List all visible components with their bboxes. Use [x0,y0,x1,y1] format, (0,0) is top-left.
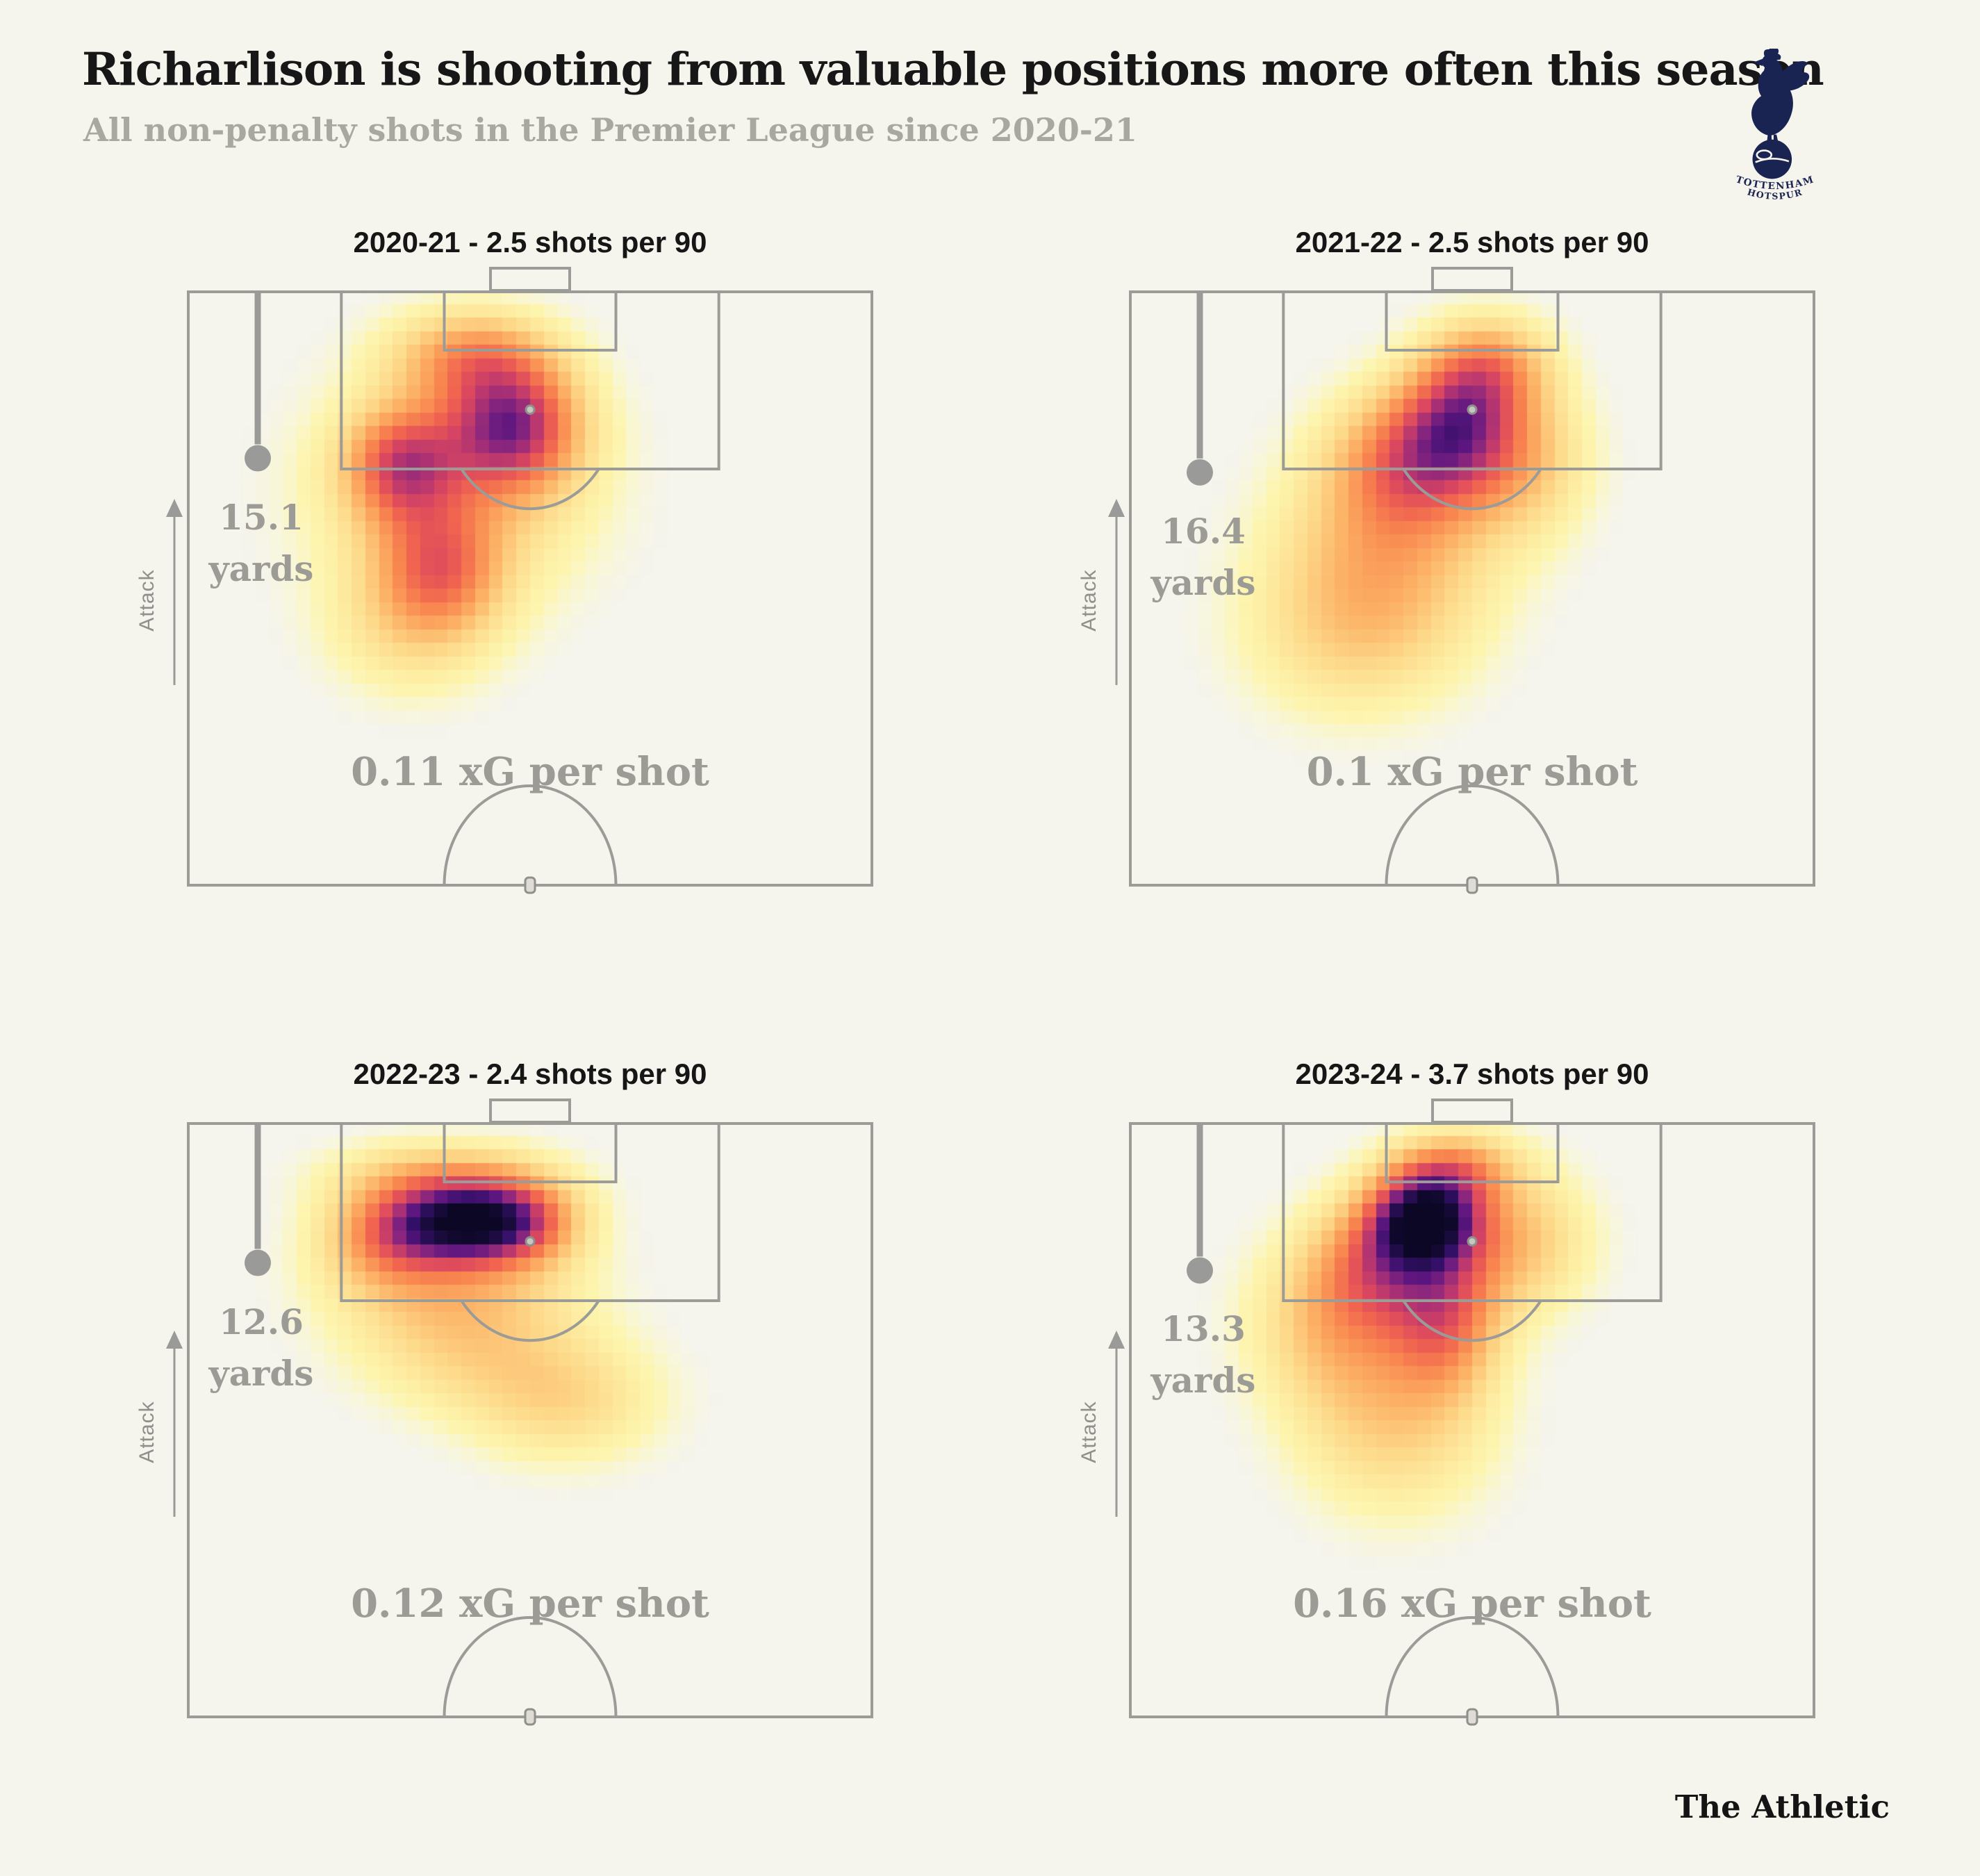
panel-title: 2021-22 - 2.5 shots per 90 [1295,225,1649,258]
attack-arrow-head-icon [166,1331,183,1349]
page-title: Richarlison is shooting from valuable po… [82,43,1824,96]
attack-direction: Attack [1078,1331,1125,1517]
xg-per-shot-label: 0.12 xG per shot [351,1581,709,1627]
brand-wordmark: The Athletic [1674,1788,1890,1825]
avg-distance-value: 15.1 [219,496,304,538]
attack-label: Attack [1078,1401,1100,1463]
season-panel-2023-24: 2023-24 - 3.7 shots per 90 13.3 yards At… [1078,1058,1815,1726]
avg-distance-marker [245,1249,271,1276]
avg-distance-unit: yards [208,548,314,589]
xg-per-shot-label: 0.11 xG per shot [351,749,709,795]
season-panel-2020-21: 2020-21 - 2.5 shots per 90 15.1 yards At… [135,226,873,894]
season-panel-2021-22: 2021-22 - 2.5 shots per 90 16.4 yards At… [1078,226,1815,894]
panel-title: 2020-21 - 2.5 shots per 90 [353,225,707,258]
avg-distance-marker [1187,459,1213,486]
pitch-lines [1129,267,1815,894]
panel-title: 2023-24 - 3.7 shots per 90 [1295,1057,1649,1090]
xg-per-shot-label: 0.16 xG per shot [1293,1581,1651,1627]
cockerel-icon [1751,49,1810,179]
attack-direction: Attack [135,1331,183,1517]
pitch-lines [187,1099,873,1726]
ball-lacing [1755,149,1790,163]
attack-arrow-head-icon [166,499,183,517]
avg-distance-label: 15.1 yards [202,492,320,595]
page-subtitle: All non-penalty shots in the Premier Lea… [83,111,1137,149]
avg-distance-unit: yards [1150,561,1256,603]
avg-distance-marker [245,445,271,472]
avg-distance-marker [1187,1257,1213,1284]
attack-arrow-head-icon [1108,1331,1125,1349]
attack-direction: Attack [1078,499,1125,685]
avg-distance-value: 16.4 [1161,510,1246,552]
avg-distance-label: 12.6 yards [202,1297,320,1399]
avg-distance-label: 13.3 yards [1144,1303,1262,1406]
avg-distance-unit: yards [208,1352,314,1394]
attack-direction: Attack [135,499,183,685]
tottenham-hotspur-badge: TOTTENHAM HOTSPUR [1734,49,1815,201]
attack-label: Attack [135,1401,158,1463]
avg-distance-value: 12.6 [219,1301,304,1342]
attack-label: Attack [1078,569,1100,631]
avg-distance-unit: yards [1150,1360,1256,1401]
avg-distance-label: 16.4 yards [1144,506,1262,609]
pitch-lines [187,267,873,894]
avg-distance-value: 13.3 [1161,1308,1246,1350]
attack-arrow-head-icon [1108,499,1125,517]
pitch-lines [1129,1099,1815,1726]
xg-per-shot-label: 0.1 xG per shot [1306,749,1638,795]
season-panel-2022-23: 2022-23 - 2.4 shots per 90 12.6 yards At… [135,1058,873,1726]
badge-club-line2: HOTSPUR [1746,186,1804,201]
panel-title: 2022-23 - 2.4 shots per 90 [353,1057,707,1090]
attack-label: Attack [135,569,158,631]
